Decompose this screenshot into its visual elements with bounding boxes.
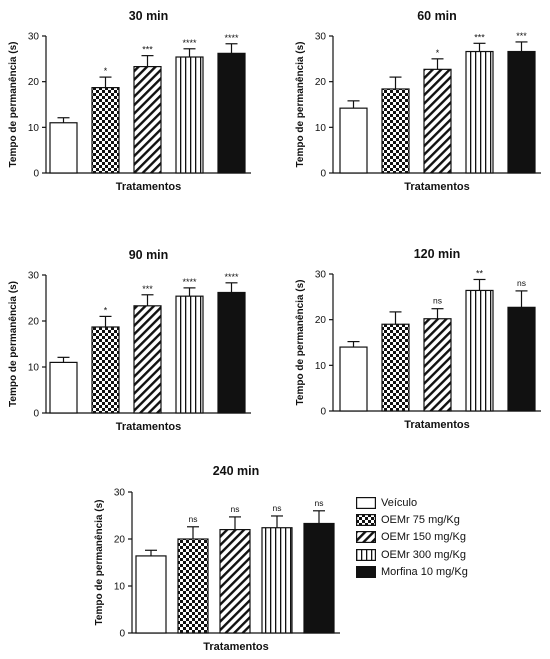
y-axis-label: Tempo de permanência (s) bbox=[8, 42, 19, 168]
y-tick-label: 0 bbox=[320, 169, 326, 180]
y-tick-label: 20 bbox=[114, 535, 126, 546]
y-tick-label: 20 bbox=[315, 315, 327, 326]
bar-checker bbox=[381, 88, 410, 174]
bar-open bbox=[49, 122, 78, 174]
significance-label: ns bbox=[517, 278, 526, 288]
y-axis-label: Tempo de permanência (s) bbox=[295, 280, 306, 406]
bar-open bbox=[135, 555, 167, 634]
y-axis-label: Tempo de permanência (s) bbox=[295, 42, 306, 168]
bar-open bbox=[339, 346, 368, 412]
y-tick-label: 30 bbox=[28, 32, 40, 43]
y-tick-label: 20 bbox=[28, 317, 40, 328]
bar-solid bbox=[217, 291, 246, 414]
bar-solid bbox=[217, 52, 246, 174]
legend-swatch-vertical bbox=[356, 548, 376, 561]
x-axis-label: Tratamentos bbox=[116, 181, 181, 193]
bar-solid bbox=[507, 50, 536, 174]
significance-label: ** bbox=[476, 268, 484, 278]
bar-checker bbox=[91, 87, 120, 174]
legend: Veículo OEMr 75 mg/Kg OEMr 150 mg/Kg OEM… bbox=[356, 494, 468, 580]
significance-label: ns bbox=[273, 503, 282, 513]
legend-item-morfina-10: Morfina 10 mg/Kg bbox=[356, 563, 468, 580]
y-axis-label: Tempo de permanência (s) bbox=[94, 500, 105, 626]
y-tick-label: 0 bbox=[119, 629, 125, 640]
y-tick-label: 10 bbox=[315, 123, 327, 134]
bar-checker bbox=[177, 538, 209, 634]
legend-label: OEMr 300 mg/Kg bbox=[381, 548, 466, 561]
y-tick-label: 30 bbox=[315, 270, 327, 281]
x-axis-label: Tratamentos bbox=[203, 641, 268, 653]
x-axis-label: Tratamentos bbox=[404, 419, 469, 431]
y-tick-label: 10 bbox=[28, 363, 40, 374]
legend-swatch-checker bbox=[356, 513, 376, 526]
legend-label: Morfina 10 mg/Kg bbox=[381, 565, 468, 578]
y-tick-label: 20 bbox=[315, 77, 327, 88]
significance-label: *** bbox=[516, 31, 527, 41]
panel-title: 30 min bbox=[129, 9, 169, 23]
y-tick-label: 30 bbox=[114, 488, 126, 499]
x-axis-label: Tratamentos bbox=[116, 421, 181, 433]
bar-solid bbox=[507, 306, 536, 412]
significance-label: ns bbox=[231, 504, 240, 514]
y-tick-label: 10 bbox=[28, 123, 40, 134]
panel-title: 120 min bbox=[414, 247, 461, 261]
significance-label: **** bbox=[224, 272, 239, 282]
y-axis-label: Tempo de permanência (s) bbox=[8, 281, 19, 407]
significance-label: ns bbox=[189, 514, 198, 524]
bar-checker bbox=[381, 323, 410, 412]
significance-label: * bbox=[436, 48, 440, 58]
bar-diagonal bbox=[423, 318, 452, 412]
y-tick-label: 0 bbox=[320, 407, 326, 418]
y-tick-label: 30 bbox=[28, 271, 40, 282]
bar-open bbox=[49, 361, 78, 414]
bar-vertical bbox=[175, 295, 204, 414]
bar-diagonal bbox=[133, 305, 162, 414]
bar-solid bbox=[303, 522, 335, 634]
legend-label: Veículo bbox=[381, 496, 418, 509]
legend-swatch-diagonal bbox=[356, 531, 376, 544]
significance-label: *** bbox=[142, 284, 153, 294]
y-tick-label: 20 bbox=[28, 77, 40, 88]
bar-diagonal bbox=[219, 528, 251, 634]
bar-checker bbox=[91, 326, 120, 414]
bar-diagonal bbox=[133, 65, 162, 174]
bar-open bbox=[339, 107, 368, 174]
bar-vertical bbox=[261, 527, 293, 634]
bar-vertical bbox=[465, 289, 494, 412]
legend-item-veiculo: Veículo bbox=[356, 494, 468, 511]
significance-label: ns bbox=[433, 296, 442, 306]
significance-label: **** bbox=[182, 277, 197, 287]
y-tick-label: 30 bbox=[315, 32, 327, 43]
bar-vertical bbox=[465, 50, 494, 174]
legend-label: OEMr 150 mg/Kg bbox=[381, 531, 466, 544]
significance-label: * bbox=[104, 66, 108, 76]
legend-swatch-open bbox=[356, 496, 376, 509]
y-tick-label: 0 bbox=[33, 169, 39, 180]
panel-title: 240 min bbox=[213, 464, 260, 478]
bar-vertical bbox=[175, 56, 204, 174]
legend-item-oemr-300: OEMr 300 mg/Kg bbox=[356, 546, 468, 563]
panel-title: 60 min bbox=[417, 9, 457, 23]
y-tick-label: 0 bbox=[33, 409, 39, 420]
x-axis-label: Tratamentos bbox=[404, 181, 469, 193]
significance-label: *** bbox=[142, 45, 153, 55]
legend-item-oemr-150: OEMr 150 mg/Kg bbox=[356, 529, 468, 546]
legend-item-oemr-75: OEMr 75 mg/Kg bbox=[356, 511, 468, 528]
significance-label: ns bbox=[315, 498, 324, 508]
y-tick-label: 10 bbox=[114, 582, 126, 593]
significance-label: * bbox=[104, 305, 108, 315]
significance-label: *** bbox=[474, 32, 485, 42]
significance-label: **** bbox=[182, 38, 197, 48]
legend-label: OEMr 75 mg/Kg bbox=[381, 513, 460, 526]
significance-label: **** bbox=[224, 33, 239, 43]
panel-title: 90 min bbox=[129, 248, 169, 262]
bar-diagonal bbox=[423, 68, 452, 174]
y-tick-label: 10 bbox=[315, 361, 327, 372]
legend-swatch-solid bbox=[356, 565, 376, 578]
